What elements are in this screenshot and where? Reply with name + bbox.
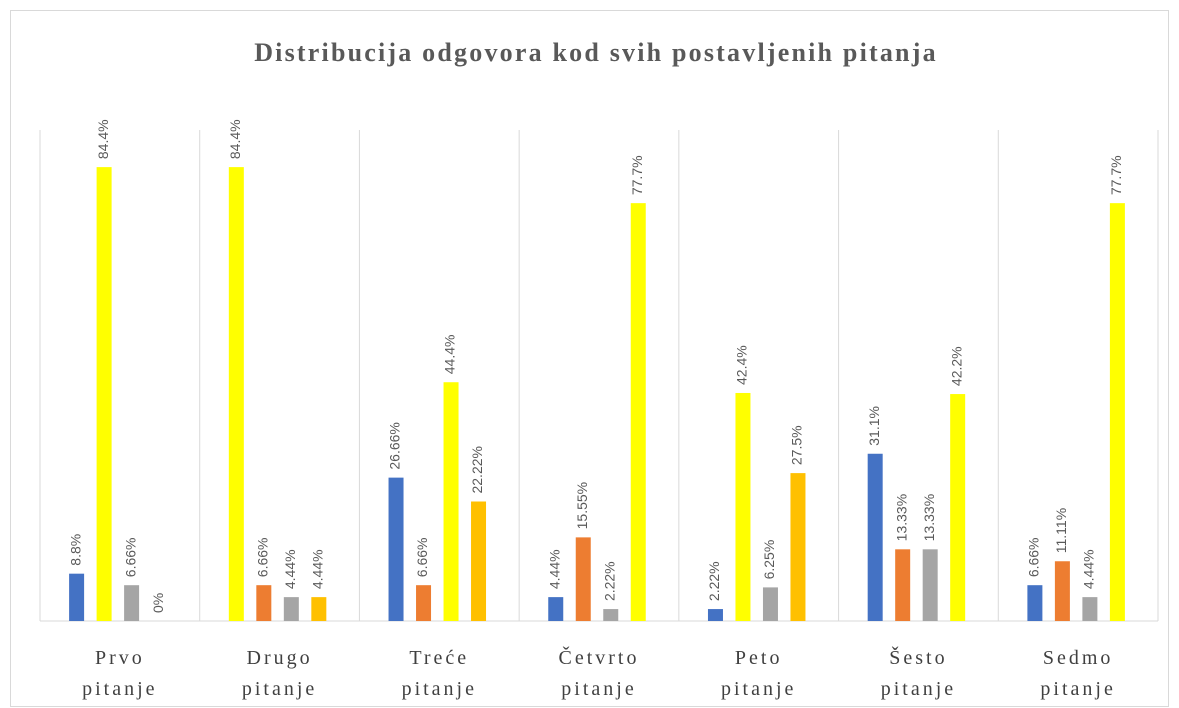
data-label: 84.4%: [95, 119, 111, 159]
data-label: 77.7%: [1108, 155, 1124, 195]
x-tick-label: Peto pitanje: [721, 647, 796, 700]
bar: [228, 167, 244, 622]
bar: [311, 597, 327, 621]
bar: [1054, 561, 1070, 621]
data-label: 27.5%: [789, 425, 805, 465]
bar: [124, 585, 140, 621]
data-label: 8.8%: [67, 534, 83, 566]
x-tick-label: Četvrto pitanje: [559, 645, 640, 700]
bar: [1027, 585, 1043, 621]
x-tick-label: Treće pitanje: [402, 647, 477, 700]
data-label: 44.4%: [442, 335, 458, 375]
bar: [790, 473, 806, 621]
data-label: 13.33%: [921, 494, 937, 541]
data-label: 6.66%: [255, 537, 271, 577]
data-label: 42.4%: [734, 345, 750, 385]
data-label: 15.55%: [574, 482, 590, 529]
bar: [895, 549, 911, 621]
bar: [283, 597, 299, 621]
data-label: 31.1%: [866, 406, 882, 446]
data-label: 4.44%: [546, 549, 562, 589]
bar: [762, 587, 778, 621]
bar: [1109, 203, 1125, 621]
data-label: 2.22%: [601, 561, 617, 601]
bar: [256, 585, 272, 621]
data-label: 0%: [150, 593, 166, 613]
data-label: 77.7%: [629, 155, 645, 195]
data-label: 6.66%: [414, 537, 430, 577]
data-label: 42.2%: [948, 346, 964, 386]
data-label: 11.11%: [1053, 508, 1069, 553]
x-tick-label: Prvo pitanje: [82, 647, 157, 700]
data-label: 6.25%: [761, 540, 777, 580]
bar: [548, 597, 564, 621]
x-tick-label: Sedmo pitanje: [1040, 647, 1115, 700]
bar: [735, 392, 751, 621]
bar: [388, 477, 404, 621]
data-label: 4.44%: [282, 549, 298, 589]
bar: [707, 609, 723, 621]
data-label: 26.66%: [387, 422, 403, 469]
bar: [69, 573, 85, 621]
data-label: 6.66%: [122, 537, 138, 577]
bar: [922, 549, 938, 621]
data-label: 6.66%: [1026, 537, 1042, 577]
bar: [950, 394, 966, 621]
data-label: 84.4%: [227, 119, 243, 159]
bar: [867, 453, 883, 621]
x-tick-label: Šesto pitanje: [881, 645, 956, 700]
bar: [471, 501, 487, 621]
x-tick-label: Drugo pitanje: [242, 647, 317, 700]
data-label: 13.33%: [893, 494, 909, 541]
bar: [416, 585, 432, 621]
data-label: 2.22%: [706, 561, 722, 601]
data-label: 4.44%: [1081, 549, 1097, 589]
bar: [1082, 597, 1098, 621]
bar: [575, 537, 591, 621]
chart-title: Distribucija odgovora kod svih postavlje…: [254, 38, 938, 67]
data-label: 22.22%: [469, 446, 485, 493]
bar: [630, 203, 646, 621]
bar: [96, 167, 112, 622]
bar: [603, 609, 619, 621]
bar: [443, 382, 459, 621]
data-label: 4.44%: [310, 549, 326, 589]
